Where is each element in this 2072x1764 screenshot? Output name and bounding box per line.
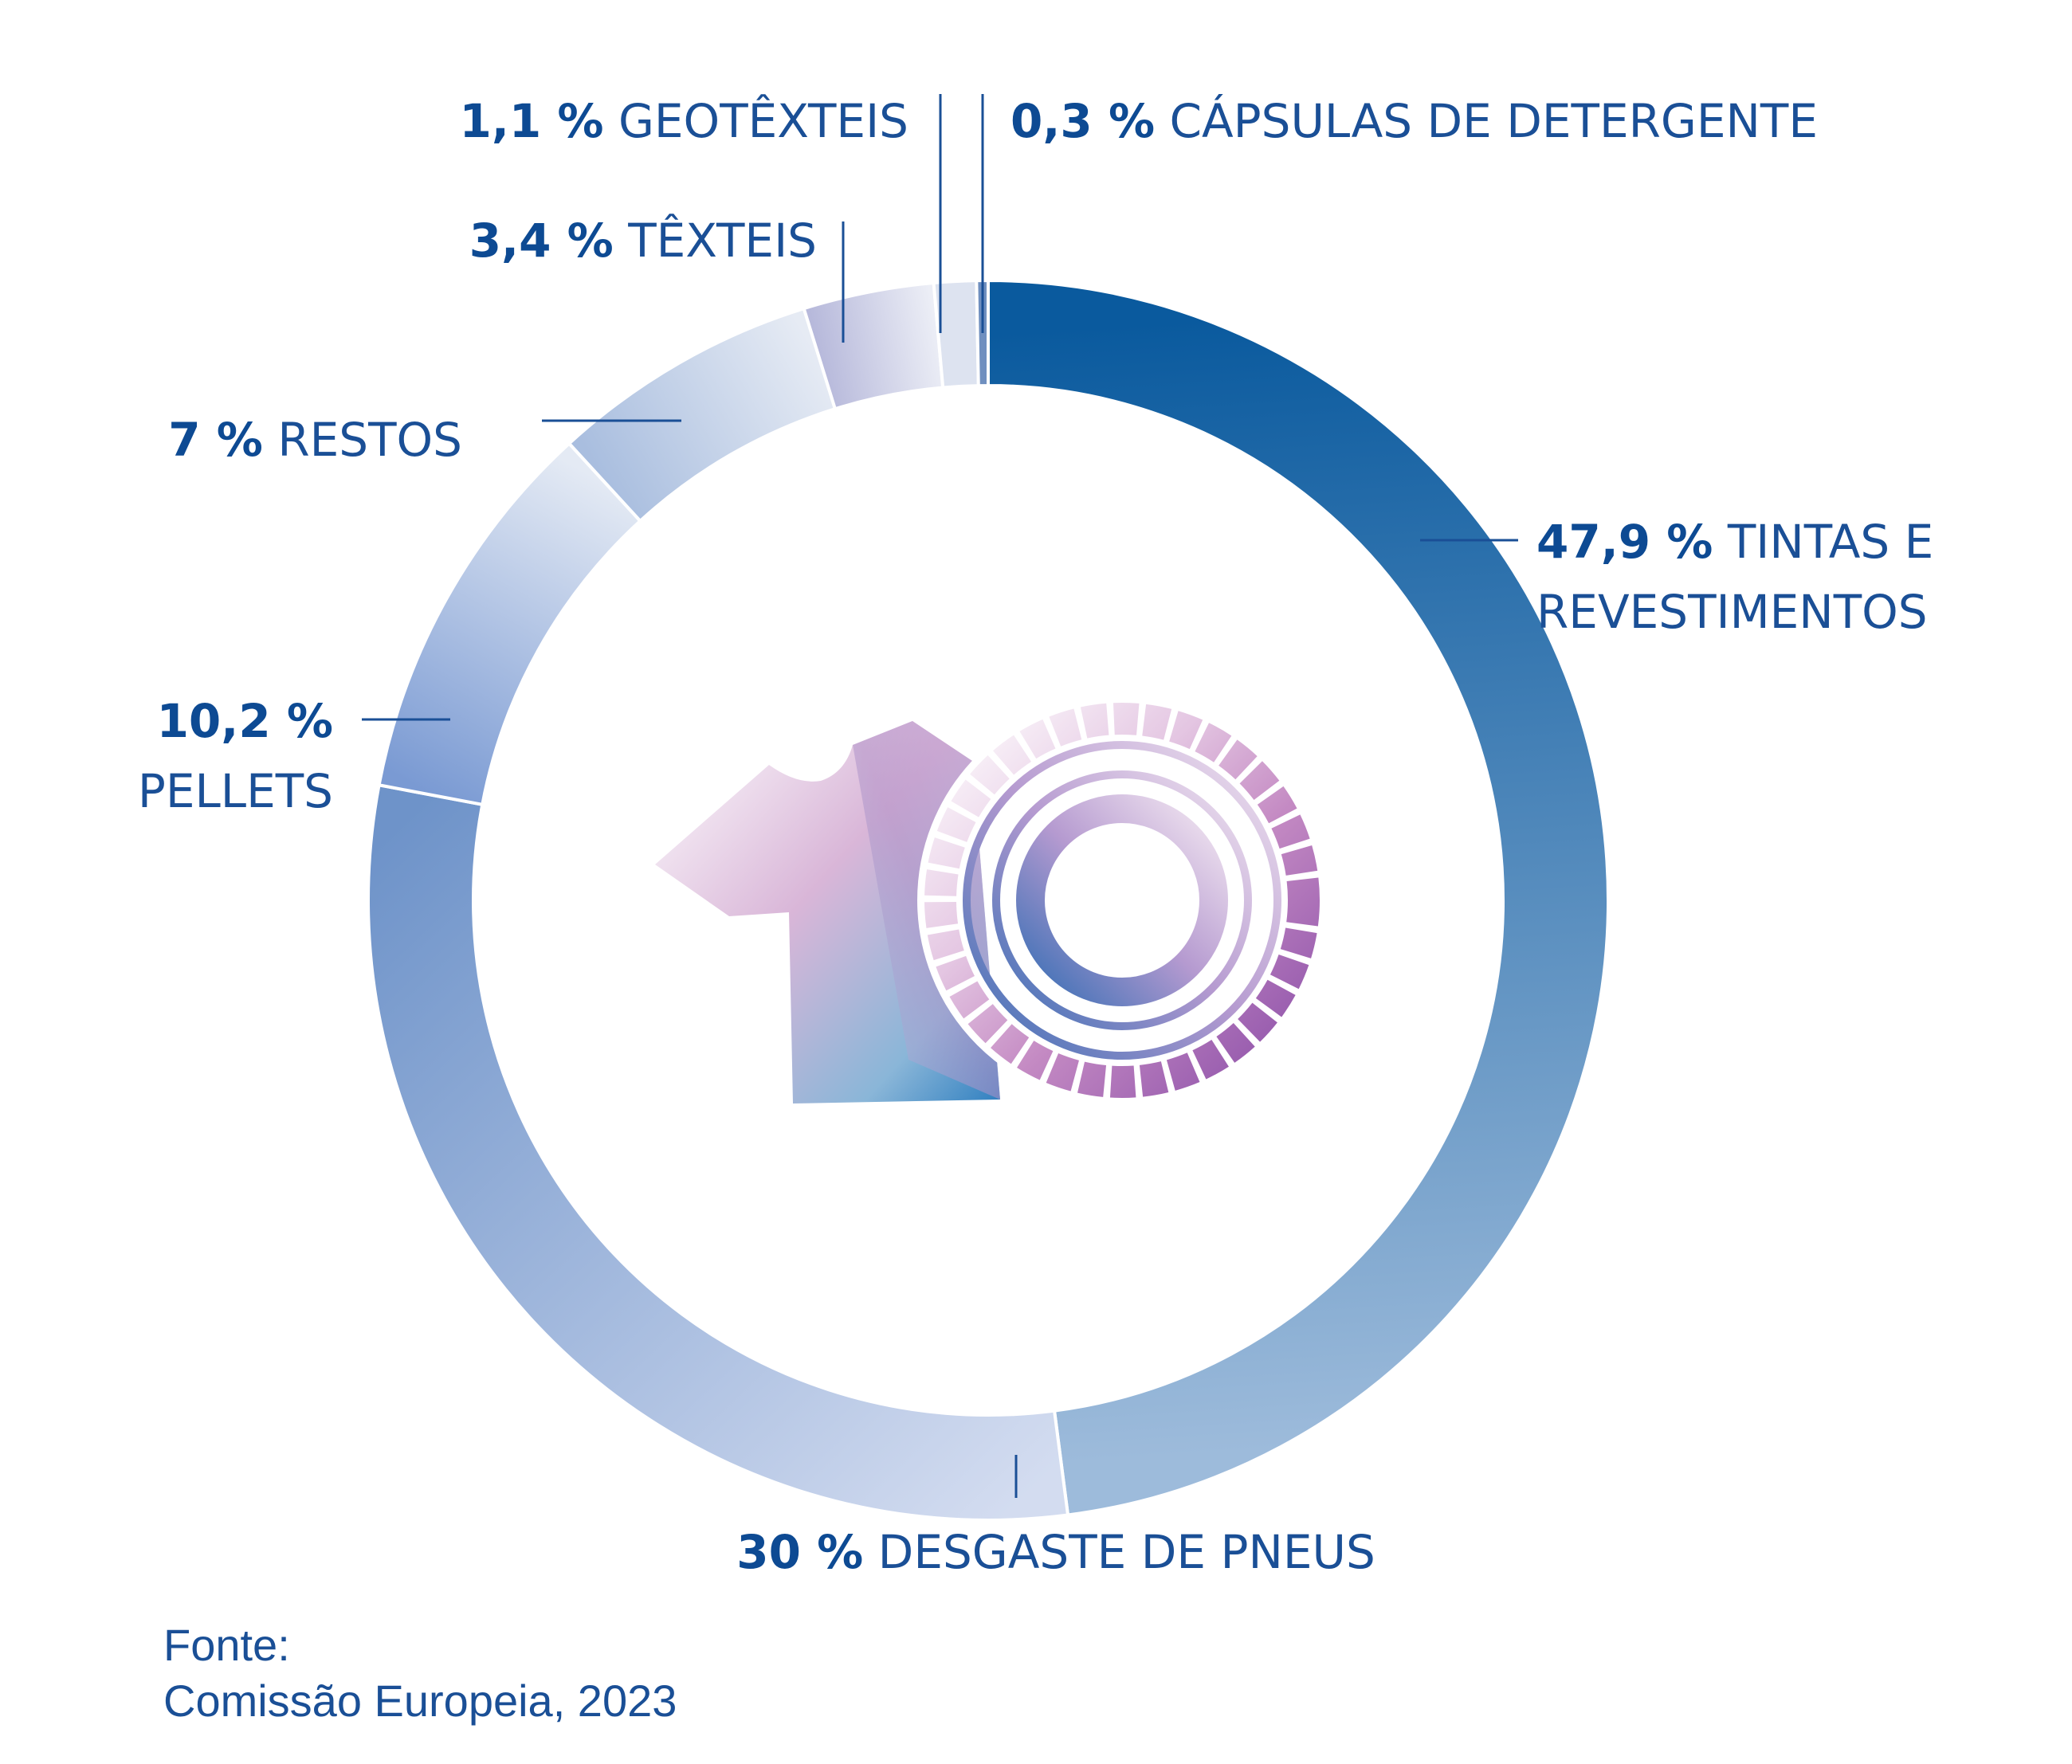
slice-name: PELLETS	[138, 764, 333, 818]
slice-percent: 7 %	[168, 413, 263, 467]
donut-slice	[367, 782, 1070, 1522]
slice-percent: 0,3 %	[1010, 94, 1155, 148]
donut-slice	[377, 441, 643, 807]
source-line-2: Comissão Europeia, 2023	[163, 1676, 677, 1726]
donut-slice	[987, 278, 1610, 1517]
source-line-1: Fonte:	[163, 1620, 290, 1670]
slice-name: REVESTIMENTOS	[1536, 585, 1928, 639]
slice-percent: 1,1 %	[459, 94, 603, 148]
slice-name: CÁPSULAS DE DETERGENTE	[1155, 93, 1818, 148]
donut-slice	[975, 278, 990, 388]
donut-slice	[567, 306, 838, 523]
slice-name: GEOTÊXTEIS	[604, 93, 908, 148]
slice-name: TÊXTEIS	[614, 213, 817, 268]
slice-name: TINTAS E	[1713, 515, 1933, 569]
slice-label: 47,9 % TINTAS E REVESTIMENTOS	[1536, 515, 1933, 639]
slice-label: 7 % RESTOS	[168, 413, 462, 467]
slice-percent: 3,4 %	[469, 214, 614, 268]
slice-label: 3,4 % TÊXTEIS	[469, 213, 817, 268]
slice-percent: 10,2 %	[157, 694, 333, 748]
slice-label: 10,2 % PELLETS	[138, 694, 333, 818]
source-note: Fonte: Comissão Europeia, 2023	[163, 1617, 677, 1729]
slice-labels: 47,9 % TINTAS E REVESTIMENTOS 30 % DESGAST…	[138, 93, 1933, 1579]
slice-label: 1,1 % GEOTÊXTEIS	[459, 93, 908, 148]
leader-lines	[362, 94, 1518, 1498]
slice-percent: 47,9 %	[1536, 515, 1713, 569]
slice-percent: 30 %	[736, 1525, 863, 1579]
tyre-icon	[917, 696, 1327, 1105]
slice-label: 30 % DESGASTE DE PNEUS	[736, 1525, 1375, 1579]
slice-label: 0,3 % CÁPSULAS DE DETERGENTE	[1010, 93, 1818, 148]
slice-name: RESTOS	[263, 413, 462, 467]
slice-name: DESGASTE DE PNEUS	[863, 1525, 1375, 1579]
donut-slices	[367, 278, 1610, 1522]
